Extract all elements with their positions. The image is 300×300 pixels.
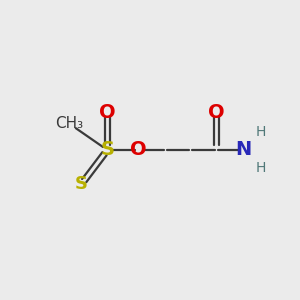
Text: O: O bbox=[208, 103, 225, 122]
Text: O: O bbox=[99, 103, 116, 122]
Text: S: S bbox=[75, 175, 88, 193]
Text: O: O bbox=[130, 140, 147, 160]
Text: H: H bbox=[256, 161, 266, 175]
Text: S: S bbox=[100, 140, 114, 160]
Text: CH₃: CH₃ bbox=[55, 116, 83, 131]
Text: H: H bbox=[256, 125, 266, 139]
Text: N: N bbox=[236, 140, 252, 160]
